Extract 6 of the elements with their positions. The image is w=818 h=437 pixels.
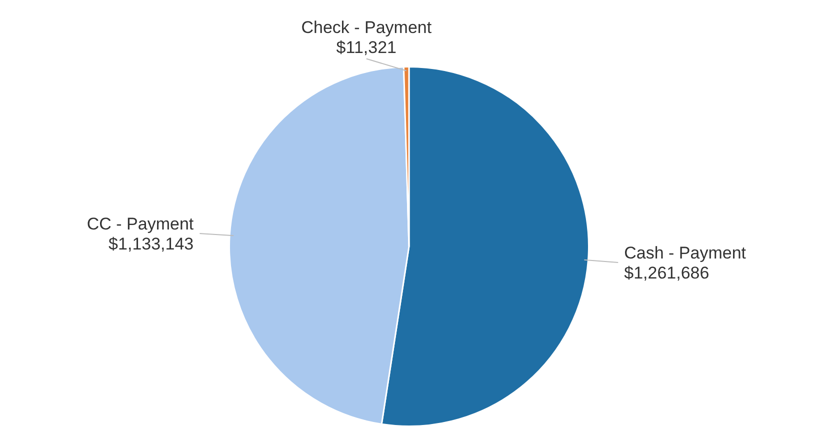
data-label: $11,321 xyxy=(336,38,397,57)
slice-label: CC - Payment xyxy=(86,214,194,234)
slice-label: Cash - Payment xyxy=(624,244,746,263)
slice-label: Check - Payment xyxy=(301,18,432,37)
data-label: $1,261,686 xyxy=(624,264,710,283)
data-label: $1,133,143 xyxy=(108,234,194,254)
